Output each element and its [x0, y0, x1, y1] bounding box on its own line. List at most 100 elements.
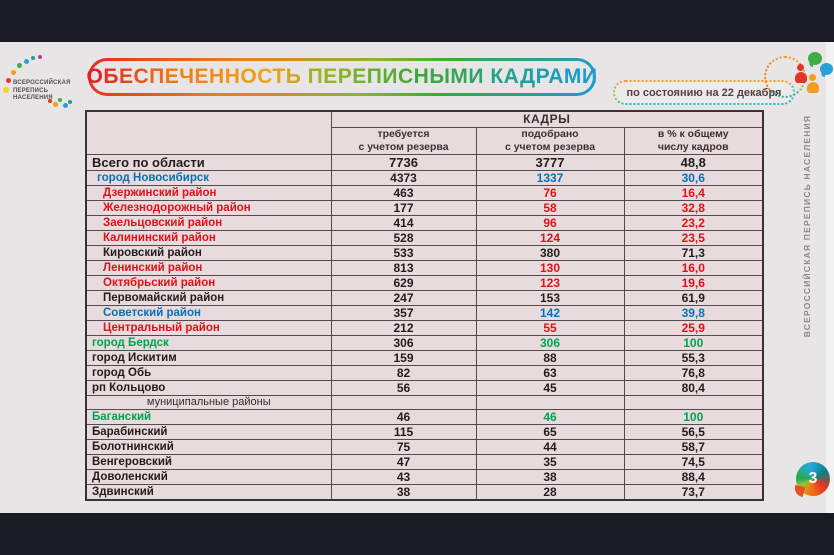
row-selected-value: 35 — [475, 453, 625, 470]
row-name: Всего по области — [85, 153, 332, 171]
row-name: Болотнинский — [85, 438, 332, 455]
table-row: рп Кольцово 56 45 80,4 — [85, 379, 764, 396]
row-required-value: 159 — [330, 349, 477, 366]
row-selected-value: 55 — [475, 319, 625, 336]
row-name: Кировский район — [85, 244, 332, 261]
row-percent-value: 55,3 — [623, 349, 764, 366]
row-selected-value: 96 — [475, 214, 625, 231]
row-name: муниципальные районы — [85, 394, 332, 410]
row-selected-value: 44 — [475, 438, 625, 455]
letterbox-top — [0, 0, 834, 42]
row-selected-value: 306 — [475, 334, 625, 351]
row-name: город Бердск — [85, 334, 332, 351]
row-percent-value: 23,5 — [623, 229, 764, 246]
row-required-value: 75 — [330, 438, 477, 455]
row-selected-value: 3777 — [475, 153, 625, 171]
row-percent-value: 100 — [623, 408, 764, 425]
as-of-date-text: по состоянию на 22 декабря — [626, 86, 782, 99]
row-selected-value: 88 — [475, 349, 625, 366]
row-percent-value: 32,8 — [623, 199, 764, 216]
speech-bubble-icon-green — [808, 52, 822, 65]
row-name: Первомайский район — [85, 289, 332, 306]
table-row: город Обь 82 63 76,8 — [85, 364, 764, 381]
row-percent-value: 25,9 — [623, 319, 764, 336]
row-name: город Обь — [85, 364, 332, 381]
table-row: Калининский район 528 124 23,5 — [85, 229, 764, 246]
row-percent-value: 16,4 — [623, 184, 764, 201]
row-percent-value: 19,6 — [623, 274, 764, 291]
logo-dot-icon — [11, 70, 16, 75]
row-selected-value: 142 — [475, 304, 625, 321]
slide-right-edge — [826, 42, 834, 513]
speech-bubble-icon-blue — [820, 63, 833, 75]
row-required-value: 177 — [330, 199, 477, 216]
row-percent-value: 100 — [623, 334, 764, 351]
row-percent-value: 56,5 — [623, 423, 764, 440]
row-selected-value: 45 — [475, 379, 625, 396]
table-row: Здвинский 38 28 73,7 — [85, 483, 764, 500]
logo-dot-icon — [3, 87, 9, 93]
row-selected-value: 130 — [475, 259, 625, 276]
row-selected-value: 123 — [475, 274, 625, 291]
slide-title-frame: ОБЕСПЕЧЕННОСТЬ ПЕРЕПИСНЫМИ КАДРАМИ — [86, 58, 598, 96]
row-selected-value: 65 — [475, 423, 625, 440]
row-name: Центральный район — [85, 319, 332, 336]
row-required-value: 414 — [330, 214, 477, 231]
row-required-value: 357 — [330, 304, 477, 321]
row-name: Советский район — [85, 304, 332, 321]
row-selected-value: 1337 — [475, 169, 625, 186]
presentation-slide: ВСЕРОССИЙСКАЯ ПЕРЕПИСЬ НАСЕЛЕНИЯ ОБЕСПЕЧ… — [0, 42, 834, 513]
table-row: Доволенский 43 38 88,4 — [85, 468, 764, 485]
row-name: Заельцовский район — [85, 214, 332, 231]
row-required-value: 463 — [330, 184, 477, 201]
row-percent-value: 76,8 — [623, 364, 764, 381]
row-required-value: 43 — [330, 468, 477, 485]
row-name: Баганский — [85, 408, 332, 425]
logo-dot-icon — [63, 103, 68, 108]
table-row: Первомайский район 247 153 61,9 — [85, 289, 764, 306]
row-name: Барабинский — [85, 423, 332, 440]
row-percent-value: 74,5 — [623, 453, 764, 470]
table-row: город Новосибирск 4373 1337 30,6 — [85, 169, 764, 186]
table-header: КАДРЫ требуется с учетом резерва подобра… — [85, 110, 764, 155]
row-name: город Новосибирск — [85, 169, 332, 186]
row-percent-value: 39,8 — [623, 304, 764, 321]
logo-dot-icon — [53, 102, 58, 107]
table-row: Венгеровский 47 35 74,5 — [85, 453, 764, 470]
row-required-value: 46 — [330, 408, 477, 425]
row-required-value: 533 — [330, 244, 477, 261]
row-name: Железнодорожный район — [85, 199, 332, 216]
row-percent-value: 71,3 — [623, 244, 764, 261]
table-row: Болотнинский 75 44 58,7 — [85, 438, 764, 455]
person-icon-orange — [806, 74, 819, 93]
row-selected-value — [475, 394, 625, 410]
logo-dot-icon — [48, 99, 52, 103]
row-name: Калининский район — [85, 229, 332, 246]
table-row: Советский район 357 142 39,8 — [85, 304, 764, 321]
column-header-selected: подобрано с учетом резерва — [475, 126, 625, 155]
row-name: Дзержинский район — [85, 184, 332, 201]
table-row: муниципальные районы — [85, 394, 764, 410]
census-logo: ВСЕРОССИЙСКАЯ ПЕРЕПИСЬ НАСЕЛЕНИЯ — [0, 42, 84, 132]
letterbox-bottom — [0, 513, 834, 555]
table-row: Центральный район 212 55 25,9 — [85, 319, 764, 336]
row-selected-value: 380 — [475, 244, 625, 261]
page-number-badge: 3 — [796, 462, 830, 496]
logo-dot-icon — [38, 55, 42, 59]
row-percent-value — [623, 394, 764, 410]
row-required-value: 306 — [330, 334, 477, 351]
row-required-value: 82 — [330, 364, 477, 381]
table-row: Заельцовский район 414 96 23,2 — [85, 214, 764, 231]
table-body: Всего по области 7736 3777 48,8 город Новоси… — [85, 153, 764, 500]
table-row: город Искитим 159 88 55,3 — [85, 349, 764, 366]
row-required-value: 47 — [330, 453, 477, 470]
census-logo-text: ВСЕРОССИЙСКАЯ ПЕРЕПИСЬ НАСЕЛЕНИЯ — [13, 80, 71, 103]
row-required-value: 7736 — [330, 153, 477, 171]
table-row: Ленинский район 813 130 16,0 — [85, 259, 764, 276]
row-required-value: 56 — [330, 379, 477, 396]
row-name: Доволенский — [85, 468, 332, 485]
row-selected-value: 124 — [475, 229, 625, 246]
row-name: рп Кольцово — [85, 379, 332, 396]
page-title: ОБЕСПЕЧЕННОСТЬ ПЕРЕПИСНЫМИ КАДРАМИ — [86, 65, 598, 88]
